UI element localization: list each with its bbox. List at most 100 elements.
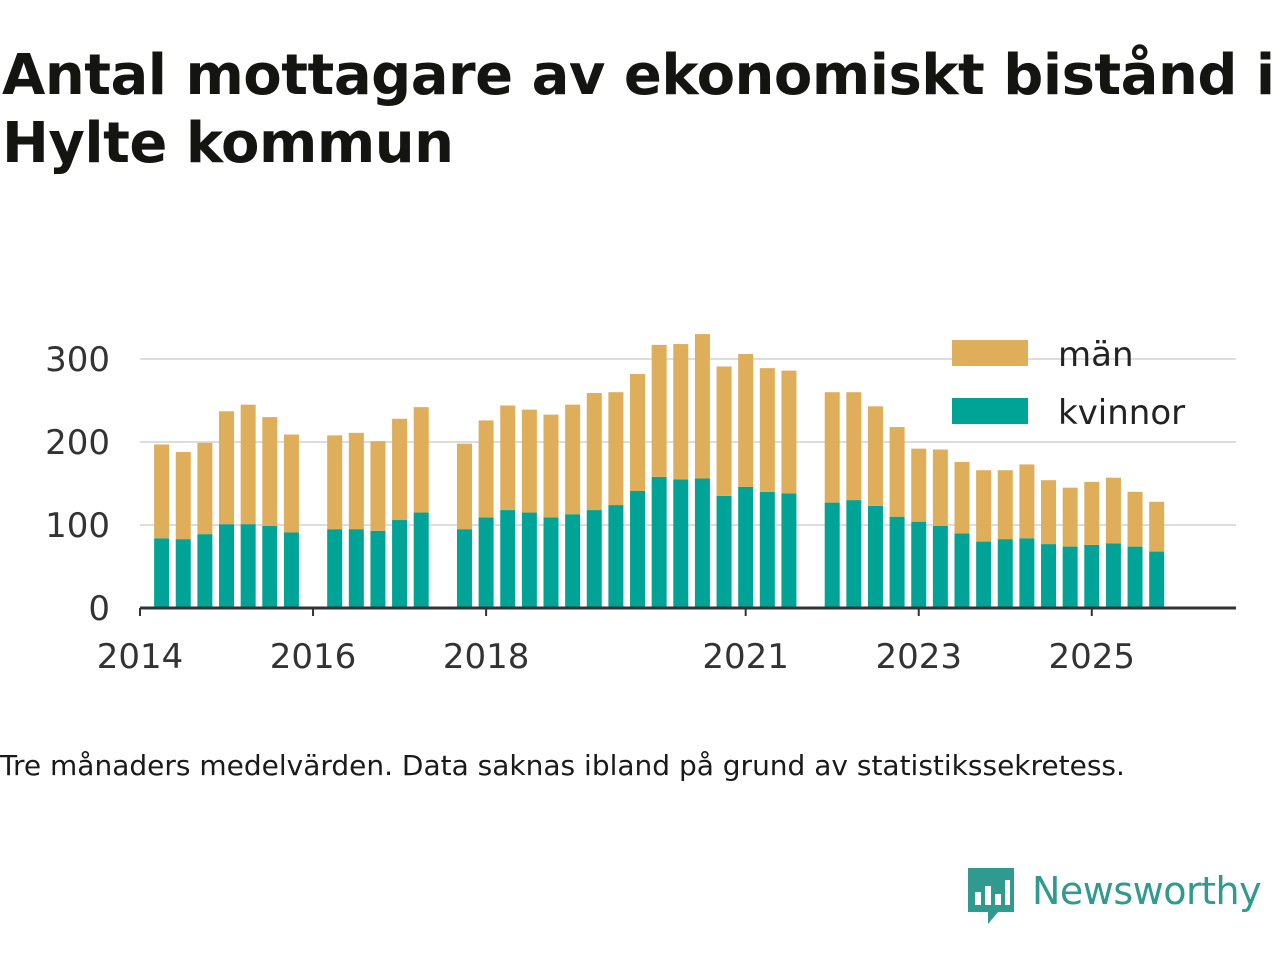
bar-kvinnor bbox=[716, 495, 732, 608]
bar-man bbox=[976, 470, 992, 542]
bar-man bbox=[608, 392, 624, 506]
bar-man bbox=[478, 420, 494, 518]
bar-kvinnor bbox=[781, 493, 797, 608]
brand-name: Newsworthy bbox=[1032, 869, 1262, 913]
brand-logo: Newsworthy bbox=[964, 864, 1276, 928]
bar-man bbox=[694, 334, 710, 479]
bar-kvinnor bbox=[867, 505, 883, 608]
bar-man bbox=[954, 461, 970, 534]
bar-man bbox=[500, 405, 516, 511]
legend-swatch-kvinnor bbox=[952, 398, 1028, 424]
bar-kvinnor bbox=[500, 510, 516, 608]
bar-man bbox=[413, 407, 429, 513]
bar-kvinnor bbox=[154, 538, 170, 608]
bar-man bbox=[565, 404, 581, 515]
bar-kvinnor bbox=[976, 541, 992, 608]
bar-man bbox=[911, 448, 927, 522]
bar-man bbox=[1062, 487, 1078, 547]
bar-kvinnor bbox=[262, 525, 278, 608]
bar-kvinnor bbox=[240, 524, 256, 608]
bar-kvinnor bbox=[889, 516, 905, 608]
bar-kvinnor bbox=[370, 530, 386, 608]
bar-kvinnor bbox=[413, 512, 429, 608]
bar-kvinnor bbox=[911, 521, 927, 608]
bar-man bbox=[867, 406, 883, 506]
legend-label-kvinnor: kvinnor bbox=[1058, 393, 1185, 433]
bar-kvinnor bbox=[197, 534, 213, 608]
bar-kvinnor bbox=[738, 486, 754, 608]
bar-man bbox=[1127, 491, 1143, 547]
bar-man bbox=[348, 432, 364, 530]
bar-kvinnor bbox=[673, 479, 689, 608]
bar-man bbox=[327, 435, 343, 530]
bar-man bbox=[197, 442, 213, 535]
bar-man bbox=[1105, 477, 1121, 544]
x-tick-label: 2016 bbox=[270, 637, 357, 677]
bar-kvinnor bbox=[1062, 546, 1078, 608]
axes: 0 100 200 300 2014 2016 2018 2021 2023 2025 bbox=[45, 340, 1236, 677]
bar-man bbox=[716, 366, 732, 496]
bar-man bbox=[1084, 481, 1100, 545]
bar-kvinnor bbox=[348, 529, 364, 608]
bar-kvinnor bbox=[543, 517, 559, 608]
bar-man bbox=[392, 418, 408, 521]
bar-man bbox=[932, 449, 948, 526]
bar-kvinnor bbox=[456, 529, 472, 608]
bar-kvinnor bbox=[392, 520, 408, 608]
bar-man bbox=[219, 411, 235, 525]
bars bbox=[154, 334, 1165, 608]
bar-kvinnor bbox=[175, 539, 191, 608]
bar-kvinnor bbox=[630, 490, 646, 608]
bar-kvinnor bbox=[1127, 546, 1143, 608]
bar-kvinnor bbox=[954, 533, 970, 608]
bar-man bbox=[1041, 480, 1057, 545]
bar-man bbox=[283, 434, 299, 533]
bar-kvinnor bbox=[586, 510, 602, 608]
bar-kvinnor bbox=[565, 514, 581, 608]
x-tick-label: 2025 bbox=[1049, 637, 1136, 677]
bar-man bbox=[456, 443, 472, 530]
bar-man bbox=[240, 404, 256, 525]
bar-man bbox=[738, 354, 754, 487]
bar-kvinnor bbox=[1105, 543, 1121, 608]
bar-man bbox=[262, 417, 278, 526]
bar-man bbox=[997, 470, 1013, 540]
bar-man bbox=[1019, 464, 1035, 539]
legend-swatch-man bbox=[952, 340, 1028, 366]
legend-label-man: män bbox=[1058, 335, 1134, 375]
bar-man bbox=[543, 414, 559, 518]
bar-man bbox=[370, 441, 386, 531]
bar-man bbox=[154, 444, 170, 539]
chart-caption: Tre månaders medelvärden. Data saknas ib… bbox=[0, 749, 1125, 782]
bar-kvinnor bbox=[1084, 544, 1100, 608]
bar-kvinnor bbox=[932, 525, 948, 608]
x-tick-label: 2023 bbox=[875, 637, 962, 677]
bar-man bbox=[651, 344, 667, 477]
bar-kvinnor bbox=[1019, 538, 1035, 608]
bar-man bbox=[824, 392, 840, 503]
y-tick-label: 100 bbox=[45, 506, 110, 546]
x-tick-label: 2014 bbox=[97, 637, 184, 677]
bar-man bbox=[175, 451, 191, 540]
x-tick-label: 2018 bbox=[443, 637, 530, 677]
y-tick-label: 0 bbox=[88, 589, 110, 629]
page-title: Antal mottagare av ekonomiskt bistånd i … bbox=[2, 43, 1275, 176]
bar-kvinnor bbox=[997, 539, 1013, 608]
bar-man bbox=[889, 427, 905, 517]
bar-kvinnor bbox=[651, 476, 667, 608]
legend: män kvinnor bbox=[952, 335, 1185, 433]
bar-kvinnor bbox=[694, 478, 710, 608]
y-tick-label: 200 bbox=[45, 423, 110, 463]
x-tick-label: 2021 bbox=[702, 637, 789, 677]
bar-kvinnor bbox=[327, 529, 343, 608]
chart: 0 100 200 300 2014 2016 2018 2021 2023 2025 män kv… bbox=[45, 334, 1236, 677]
bar-kvinnor bbox=[846, 500, 862, 608]
bar-man bbox=[1149, 501, 1165, 552]
bar-kvinnor bbox=[1041, 544, 1057, 608]
bar-man bbox=[759, 368, 775, 492]
bar-kvinnor bbox=[521, 512, 537, 608]
bar-kvinnor bbox=[283, 532, 299, 608]
bar-man bbox=[673, 344, 689, 480]
bar-kvinnor bbox=[824, 502, 840, 608]
bar-man bbox=[630, 373, 646, 491]
